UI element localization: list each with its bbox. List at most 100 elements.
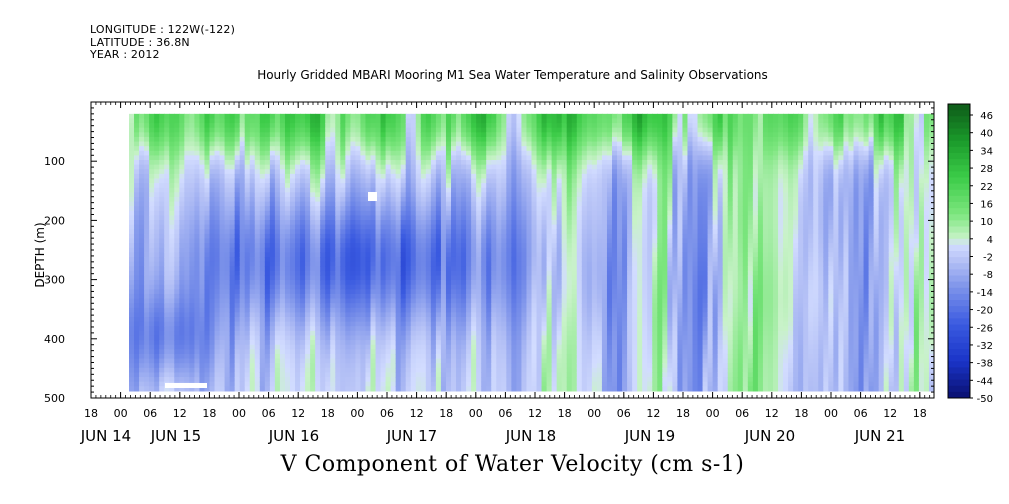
heatmap-cell	[476, 381, 482, 387]
heatmap-cell	[365, 243, 372, 249]
heatmap-cell	[300, 321, 306, 327]
heatmap-cell	[345, 220, 351, 226]
heatmap-cell	[430, 261, 437, 267]
heatmap-cell	[149, 321, 155, 327]
heatmap-cell	[536, 372, 543, 378]
heatmap-cell	[184, 340, 190, 346]
heatmap-cell	[486, 326, 492, 332]
heatmap-cell	[239, 243, 246, 249]
heatmap-cell	[395, 303, 402, 309]
heatmap-cell	[456, 224, 462, 230]
heatmap-cell	[320, 192, 326, 198]
heatmap-cell	[395, 132, 402, 138]
heatmap-cell	[229, 326, 236, 332]
heatmap-cell	[345, 256, 351, 263]
heatmap-cell	[199, 280, 206, 286]
heatmap-cell	[496, 160, 502, 166]
heatmap-cell	[445, 192, 452, 198]
heatmap-cell	[259, 303, 266, 309]
heatmap-cell	[219, 192, 226, 198]
heatmap-cell	[461, 381, 467, 387]
heatmap-cell	[264, 164, 271, 170]
heatmap-cell	[355, 256, 362, 263]
heatmap-cell	[476, 335, 482, 341]
heatmap-cell	[486, 289, 492, 295]
heatmap-cell	[430, 210, 437, 217]
heatmap-cell	[526, 173, 533, 180]
heatmap-cell	[199, 284, 206, 290]
heatmap-cell	[476, 280, 482, 286]
heatmap-cell	[330, 289, 336, 295]
heatmap-cell	[159, 247, 165, 253]
heatmap-cell	[224, 150, 231, 156]
heatmap-cell	[330, 127, 336, 133]
heatmap-cell	[531, 224, 538, 230]
heatmap-cell	[360, 256, 367, 263]
heatmap-cell	[456, 196, 462, 203]
heatmap-cell	[536, 229, 543, 235]
heatmap-cell	[340, 284, 346, 290]
heatmap-cell	[410, 127, 417, 133]
heatmap-cell	[415, 330, 422, 337]
heatmap-cell	[526, 233, 533, 240]
heatmap-cell	[179, 275, 185, 281]
heatmap-cell	[440, 344, 447, 350]
heatmap-cell	[264, 317, 271, 323]
chart-title-text: Hourly Gridded MBARI Mooring M1 Sea Wate…	[257, 68, 768, 82]
heatmap-cell	[264, 275, 271, 281]
heatmap-cell	[521, 372, 528, 378]
heatmap-cell	[229, 192, 236, 198]
heatmap-cell	[199, 113, 206, 120]
heatmap-cell	[239, 196, 246, 203]
heatmap-cell	[425, 303, 432, 309]
heatmap-cell	[264, 252, 271, 258]
heatmap-cell	[184, 113, 190, 120]
heatmap-cell	[461, 206, 467, 212]
heatmap-cell	[149, 284, 155, 290]
heatmap-cell	[451, 386, 457, 392]
heatmap-cell	[320, 358, 326, 364]
heatmap-cell	[486, 256, 492, 263]
heatmap-cell	[244, 252, 251, 258]
heatmap-cell	[144, 266, 150, 272]
heatmap-cell	[451, 266, 457, 272]
heatmap-cell	[154, 196, 160, 203]
heatmap-cell	[415, 293, 422, 300]
heatmap-cell	[284, 183, 291, 189]
heatmap-cell	[254, 312, 261, 318]
heatmap-cell	[169, 123, 175, 129]
heatmap-cell	[461, 353, 467, 360]
heatmap-cell	[456, 377, 462, 383]
heatmap-cell	[355, 386, 362, 392]
heatmap-cell	[380, 233, 387, 240]
heatmap-cell	[199, 261, 206, 267]
heatmap-cell	[390, 164, 397, 170]
heatmap-cell	[486, 178, 492, 184]
heatmap-cell	[531, 201, 538, 207]
heatmap-cell	[284, 187, 291, 193]
heatmap-cell	[531, 330, 538, 337]
heatmap-cell	[345, 275, 351, 281]
heatmap-cell	[430, 298, 437, 304]
heatmap-cell	[234, 363, 241, 369]
heatmap-cell	[330, 326, 336, 332]
heatmap-cell	[184, 261, 190, 267]
heatmap-cell	[476, 293, 482, 300]
heatmap-cell	[154, 215, 160, 221]
heatmap-cell	[144, 303, 150, 309]
heatmap-cell	[430, 118, 437, 124]
heatmap-cell	[249, 317, 256, 323]
heatmap-cell	[420, 367, 427, 374]
heatmap-cell	[380, 187, 387, 193]
heatmap-cell	[390, 321, 397, 327]
heatmap-cell	[461, 358, 467, 364]
heatmap-cell	[159, 340, 165, 346]
heatmap-cell	[506, 164, 512, 170]
heatmap-cell	[214, 247, 221, 253]
heatmap-cell	[375, 164, 382, 170]
heatmap-cell	[491, 215, 497, 221]
heatmap-cell	[380, 280, 387, 286]
heatmap-cell	[164, 132, 170, 138]
heatmap-cell	[134, 150, 140, 156]
heatmap-cell	[229, 210, 236, 217]
